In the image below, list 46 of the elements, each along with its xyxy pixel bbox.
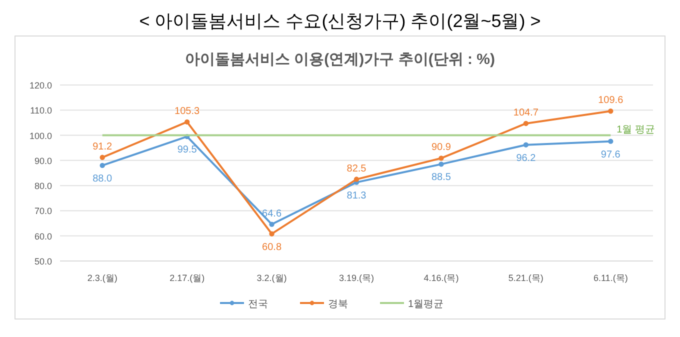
legend-label: 경북	[328, 299, 348, 310]
x-tick-label: 5.21.(목)	[508, 273, 544, 283]
x-tick-label: 3.19.(목)	[338, 273, 374, 283]
y-tick-label: 80.0	[34, 181, 52, 192]
point	[523, 120, 529, 126]
y-tick-label: 70.0	[34, 206, 52, 216]
point	[523, 142, 529, 148]
point	[269, 222, 274, 227]
data-label: 91.2	[92, 141, 113, 152]
point	[438, 162, 444, 167]
point	[438, 156, 444, 161]
annotation: 1월 평균	[616, 124, 655, 136]
chart-title: < 아이돌봄서비스 수요(신청가구) 추이(2월~5월) >	[139, 11, 541, 31]
x-tick-label: 2.3.(월)	[87, 273, 118, 283]
x-tick-label: 4.16.(목)	[424, 273, 459, 283]
point	[100, 154, 105, 160]
x-tick-label: 2.17.(월)	[170, 273, 205, 283]
data-label: 90.9	[431, 142, 452, 154]
point	[269, 231, 274, 236]
data-label: 105.3	[174, 106, 200, 117]
point	[608, 138, 614, 144]
x-tick-label: 6.11.(목)	[593, 273, 628, 283]
data-label: 96.2	[516, 152, 536, 164]
x-tick-label: 3.2.(월)	[256, 273, 287, 283]
y-tick-label: 110.0	[30, 106, 52, 116]
y-tick-label: 60.0	[34, 231, 52, 242]
chart-subtitle: 아이돌봄서비스 이용(연계)가구 추이(단위 : %)	[185, 51, 495, 68]
data-label: 88.5	[431, 172, 452, 184]
data-label: 82.5	[346, 163, 367, 174]
data-label: 60.8	[262, 242, 282, 253]
data-label: 88.0	[92, 173, 113, 184]
data-label: 97.6	[600, 149, 621, 160]
y-tick-label: 120.0	[29, 80, 52, 90]
legend-label: 1월평균	[408, 299, 444, 310]
point	[184, 119, 190, 125]
y-tick-label: 100.0	[29, 130, 52, 141]
data-label: 109.6	[598, 95, 624, 106]
point	[608, 108, 614, 114]
data-label: 104.7	[513, 107, 539, 118]
y-tick-label: 90.0	[34, 156, 52, 166]
y-tick-label: 50.0	[34, 256, 52, 266]
data-label: 99.5	[177, 144, 198, 156]
point	[100, 162, 105, 168]
data-label: 81.3	[346, 190, 367, 202]
legend-label: 전국	[248, 299, 268, 310]
point	[354, 176, 360, 182]
